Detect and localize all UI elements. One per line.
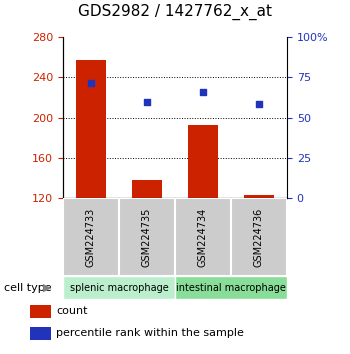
Text: ▶: ▶ bbox=[43, 282, 51, 293]
FancyBboxPatch shape bbox=[175, 276, 287, 299]
Text: intestinal macrophage: intestinal macrophage bbox=[176, 282, 286, 293]
FancyBboxPatch shape bbox=[63, 276, 175, 299]
Text: cell type: cell type bbox=[4, 282, 51, 293]
Text: GDS2982 / 1427762_x_at: GDS2982 / 1427762_x_at bbox=[78, 4, 272, 21]
Text: GSM224733: GSM224733 bbox=[86, 207, 96, 267]
Point bbox=[256, 101, 262, 107]
FancyBboxPatch shape bbox=[119, 198, 175, 276]
Text: GSM224735: GSM224735 bbox=[142, 207, 152, 267]
Bar bbox=[30, 327, 51, 339]
Bar bbox=[76, 60, 106, 198]
Bar bbox=[30, 305, 51, 318]
FancyBboxPatch shape bbox=[63, 198, 119, 276]
Bar bbox=[244, 195, 274, 198]
Point bbox=[200, 89, 206, 95]
Bar bbox=[188, 125, 218, 198]
FancyBboxPatch shape bbox=[175, 198, 231, 276]
Point bbox=[88, 81, 94, 86]
Text: GSM224736: GSM224736 bbox=[254, 207, 264, 267]
Bar bbox=[132, 180, 162, 198]
Text: GSM224734: GSM224734 bbox=[198, 207, 208, 267]
FancyBboxPatch shape bbox=[231, 198, 287, 276]
Text: percentile rank within the sample: percentile rank within the sample bbox=[56, 328, 244, 338]
Text: count: count bbox=[56, 306, 88, 316]
Text: splenic macrophage: splenic macrophage bbox=[70, 282, 168, 293]
Point bbox=[144, 99, 150, 104]
